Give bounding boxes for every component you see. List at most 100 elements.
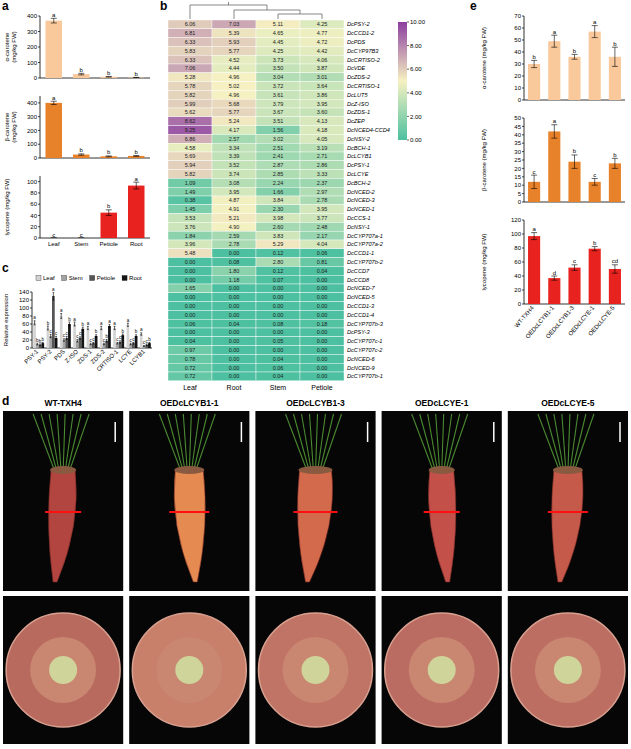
plot-area (33, 292, 151, 348)
error-cap (106, 215, 112, 216)
heat-cell (168, 126, 212, 135)
y-tick (38, 62, 40, 63)
significance-letter: b (135, 149, 139, 155)
y-tick-label: 70 (514, 13, 521, 19)
error-bar (130, 343, 132, 345)
significance-letter: a (593, 19, 597, 25)
error-cap (133, 77, 139, 78)
cell-label: 3.51 (273, 118, 284, 124)
row-label: DcCCD1-4 (347, 312, 374, 318)
heat-cell (300, 266, 344, 275)
y-tick (38, 102, 40, 103)
heat-cell (168, 231, 212, 240)
heat-cell (300, 240, 344, 249)
heat-cell (300, 55, 344, 64)
row-label: DcNCED4-CCD4 (347, 127, 390, 133)
error-bar (34, 321, 36, 325)
cell-label: 0.00 (317, 347, 328, 353)
heat-cell (256, 240, 300, 249)
heat-cell (212, 346, 256, 355)
cut-line (45, 511, 81, 513)
row-label: DcNSY-1 (347, 224, 370, 230)
photo-background (129, 596, 249, 744)
row-label: DcCYP707c-1 (347, 338, 382, 344)
colorbar-label: 2.00 (410, 114, 422, 120)
error-cap (592, 178, 598, 179)
error-cap (66, 339, 68, 340)
y-tick (522, 100, 524, 101)
heat-cell (256, 222, 300, 231)
row-label: DcZDS-2 (347, 74, 371, 80)
error-bar (87, 326, 89, 329)
cut-line (169, 511, 209, 513)
y-tick-label: 60 (30, 201, 37, 207)
cell-label: 2.30 (273, 206, 284, 212)
cell-label: 0.00 (273, 303, 284, 309)
error-bar (63, 339, 65, 341)
scale-bar (241, 422, 243, 442)
cell-label: 0.00 (229, 294, 240, 300)
cell-label: 3.02 (273, 136, 284, 142)
cell-label: 6.33 (185, 57, 196, 63)
error-bar (95, 335, 97, 337)
error-cap (116, 342, 118, 343)
cell-label: 4.96 (229, 92, 240, 98)
row-label: DcCCD1-3 (347, 303, 375, 309)
heat-cell (300, 337, 344, 346)
significance-letter: b (107, 70, 111, 76)
shoot (33, 414, 55, 472)
error-cap (74, 326, 76, 327)
heat-cell (168, 161, 212, 170)
heat-cell (256, 178, 300, 187)
y-tick-label: 40 (514, 49, 521, 55)
heat-cell (212, 170, 256, 179)
error-cap (50, 337, 52, 338)
row-label: DcPDS (347, 39, 366, 45)
axis-title: β-carotene(mg/kg FW) (4, 111, 17, 142)
cell-label: 0.00 (317, 338, 328, 344)
error-bar (572, 155, 578, 168)
cell-label: 0.00 (273, 285, 284, 291)
bar (101, 156, 118, 158)
photo-background (3, 596, 123, 744)
cell-label: 0.72 (185, 373, 196, 379)
cell-label: 5.11 (273, 21, 283, 27)
y-tick-label: 0 (518, 301, 522, 307)
significance-letter: a (127, 318, 130, 323)
error-bar (106, 76, 112, 78)
y-tick (522, 304, 524, 305)
y-tick-label: 0 (518, 199, 522, 205)
bar (128, 156, 145, 158)
y-tick (522, 134, 524, 135)
heat-cell (256, 64, 300, 73)
cell-label: 4.06 (317, 57, 328, 63)
shoot (286, 414, 308, 472)
heat-cell (300, 178, 344, 187)
cell-label: 3.64 (317, 83, 328, 89)
cell-label: 0.00 (273, 294, 284, 300)
y-tick-label: 200 (27, 44, 38, 50)
shoot (574, 414, 594, 472)
plot-area (528, 125, 621, 202)
error-cap (531, 232, 537, 233)
bar (128, 186, 145, 238)
heat-cell (168, 354, 212, 363)
cell-label: 4.45 (273, 39, 284, 45)
heat-cell (256, 143, 300, 152)
y-tick-label: 140 (19, 289, 30, 295)
error-line (614, 47, 615, 66)
significance-letter: b (107, 149, 111, 155)
bar (46, 238, 63, 239)
y-tick-label: 80 (30, 190, 37, 196)
error-cap (50, 334, 52, 335)
error-cap (132, 344, 134, 345)
cell-label: 0.00 (229, 365, 240, 371)
cell-label: 0.00 (229, 338, 240, 344)
heat-cell (300, 249, 344, 258)
row-label: DcNCED-1 (347, 206, 375, 212)
legend-label: Stem (69, 275, 83, 281)
cell-label: 5.68 (229, 101, 240, 107)
y-tick (38, 215, 40, 216)
significance-letter: b (122, 329, 125, 334)
heat-cell (300, 187, 344, 196)
